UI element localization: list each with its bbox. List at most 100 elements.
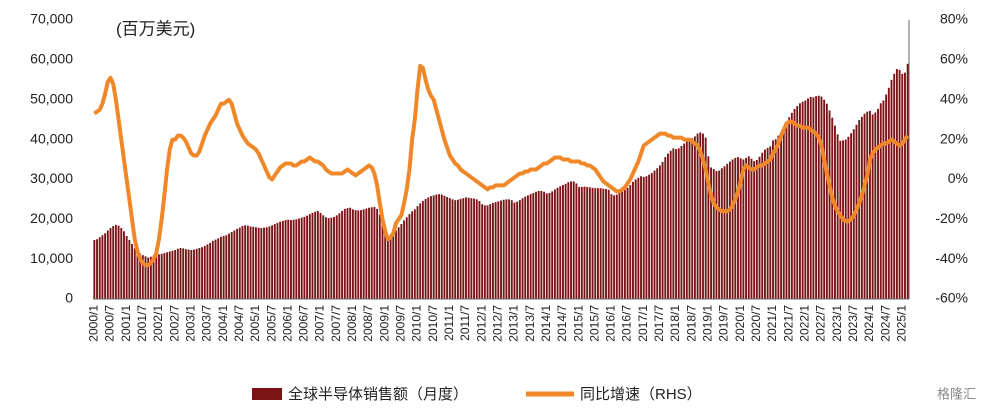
- x-tick-label: 2018/1: [668, 305, 682, 342]
- bar: [357, 210, 360, 299]
- bar: [182, 248, 185, 299]
- bar: [901, 73, 904, 299]
- bar: [263, 227, 265, 299]
- bar: [322, 215, 325, 299]
- bar: [551, 191, 554, 299]
- bar: [448, 198, 451, 299]
- bar: [858, 120, 861, 299]
- bar: [195, 248, 198, 299]
- bar: [632, 181, 634, 299]
- bar: [446, 196, 449, 299]
- bar: [174, 249, 177, 299]
- bar: [233, 230, 236, 299]
- bar: [637, 177, 640, 299]
- bar: [763, 149, 766, 299]
- bar: [273, 224, 276, 299]
- bar: [166, 252, 169, 299]
- bar: [658, 165, 661, 299]
- bar: [688, 139, 691, 299]
- legend-swatch: [252, 388, 282, 400]
- bar: [451, 199, 454, 299]
- bar: [788, 117, 791, 299]
- bar: [241, 226, 244, 299]
- bar: [602, 188, 605, 299]
- bar: [368, 207, 370, 299]
- bar: [804, 100, 807, 299]
- bar: [454, 200, 457, 299]
- bar: [257, 227, 260, 299]
- bar: [440, 194, 443, 299]
- bar: [384, 231, 387, 299]
- bar: [656, 168, 659, 299]
- bar: [314, 211, 317, 299]
- bar: [395, 230, 397, 299]
- x-tick-label: 2016/7: [620, 305, 634, 342]
- bar: [510, 200, 513, 299]
- bar: [193, 249, 195, 299]
- bar: [906, 63, 909, 299]
- bar: [648, 174, 651, 299]
- bar: [661, 161, 664, 299]
- bar: [421, 200, 424, 299]
- bar: [408, 214, 411, 299]
- bar: [176, 248, 179, 299]
- bar: [728, 161, 731, 299]
- bar: [871, 114, 874, 299]
- bar: [276, 222, 279, 299]
- bar: [839, 140, 842, 299]
- bar: [152, 255, 155, 299]
- bar: [465, 197, 467, 299]
- bar: [260, 228, 263, 299]
- bar: [228, 233, 230, 299]
- bar: [163, 253, 166, 299]
- bar: [898, 69, 901, 299]
- bar: [104, 233, 107, 299]
- bar: [284, 220, 287, 299]
- y-tick-label: 70,000: [30, 11, 73, 27]
- bar: [895, 69, 898, 299]
- x-tick-label: 2006/1: [280, 305, 294, 342]
- bar: [642, 177, 645, 299]
- bar: [683, 143, 686, 299]
- bar: [591, 187, 594, 299]
- x-tick-label: 2016/1: [604, 305, 618, 342]
- bar: [120, 228, 123, 299]
- bar: [139, 253, 142, 299]
- bar: [160, 253, 163, 299]
- bar: [793, 108, 796, 299]
- bar: [101, 235, 104, 299]
- bar: [607, 189, 610, 299]
- bar: [623, 189, 626, 299]
- bar: [201, 247, 204, 299]
- x-tick-label: 2012/1: [474, 305, 488, 342]
- bar: [524, 196, 527, 299]
- bar: [621, 191, 624, 299]
- bar: [513, 202, 516, 299]
- bar: [618, 192, 621, 299]
- bar: [303, 216, 306, 299]
- bar: [583, 186, 586, 299]
- bar: [720, 168, 723, 299]
- bar: [354, 210, 357, 299]
- bar: [462, 198, 465, 299]
- bar: [518, 200, 521, 299]
- y-tick-label: 20,000: [30, 210, 73, 226]
- bar: [893, 73, 896, 299]
- bar: [712, 169, 715, 299]
- bar: [707, 156, 710, 299]
- bar: [882, 100, 885, 299]
- x-tick-label: 2002/1: [151, 305, 165, 342]
- bar: [904, 72, 906, 300]
- x-tick-label: 2019/7: [717, 305, 731, 342]
- bar: [887, 87, 890, 299]
- bar: [341, 210, 344, 299]
- bar: [715, 171, 718, 299]
- bar: [225, 235, 228, 299]
- bar: [745, 157, 748, 299]
- bar: [131, 243, 133, 299]
- x-tick-label: 2001/1: [119, 305, 133, 342]
- bar: [308, 214, 311, 299]
- bar: [669, 150, 672, 299]
- x-tick-label: 2002/7: [167, 305, 181, 342]
- bar: [168, 251, 171, 299]
